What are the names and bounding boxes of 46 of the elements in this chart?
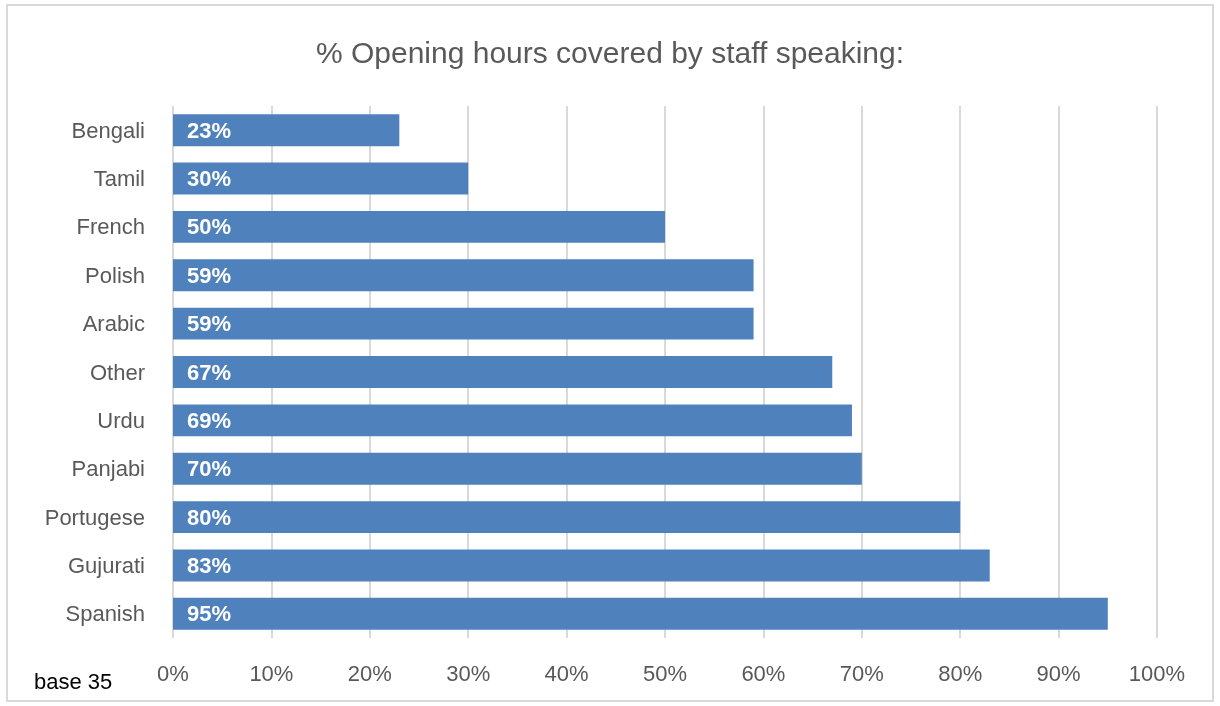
data-label: 59% (187, 311, 232, 337)
data-label: 80% (187, 504, 232, 530)
bar (173, 549, 990, 582)
y-tick-label: Bengali (71, 117, 145, 143)
bar (173, 452, 862, 485)
bar (173, 162, 469, 195)
bar (173, 356, 833, 388)
chart-title: % Opening hours covered by staff speaking: (315, 35, 905, 69)
bar (173, 210, 665, 243)
bar (173, 114, 400, 147)
data-label: 69% (187, 407, 232, 433)
bar (173, 307, 754, 340)
x-tick-label: 0% (157, 660, 189, 686)
y-tick-label: Other (89, 359, 145, 385)
text: base 35 (34, 668, 113, 694)
data-label: 95% (187, 601, 232, 627)
y-tick-label: Gujurati (67, 552, 145, 578)
bar (173, 404, 852, 437)
x-tick-label: 20% (347, 660, 392, 686)
y-tick-label: Panjabi (71, 456, 145, 482)
y-tick-label: Arabic (82, 311, 145, 337)
bar (173, 259, 754, 292)
x-tick-label: 10% (249, 660, 294, 686)
data-label: 59% (187, 262, 232, 288)
data-label: 50% (187, 214, 232, 240)
data-label: 70% (187, 456, 232, 482)
x-tick-label: 70% (839, 660, 884, 686)
data-label: 23% (187, 117, 232, 143)
x-tick-label: 80% (938, 660, 983, 686)
data-label: 30% (187, 166, 232, 192)
x-tick-label: 60% (741, 660, 786, 686)
y-tick-label: Portugese (44, 504, 145, 530)
bar (173, 501, 961, 534)
bar (173, 597, 1108, 630)
y-tick-label: Spanish (65, 601, 145, 627)
x-tick-label: 50% (642, 660, 688, 686)
data-label: 83% (187, 552, 232, 578)
x-tick-label: 30% (446, 660, 491, 686)
y-tick-label: Polish (85, 262, 145, 288)
y-tick-label: French (76, 214, 145, 240)
y-tick-label: Urdu (97, 407, 145, 433)
data-label: 67% (187, 359, 232, 385)
x-tick-label: 90% (1036, 660, 1081, 686)
y-tick-label: Tamil (93, 166, 145, 192)
x-tick-label: 100% (1128, 660, 1186, 686)
x-tick-label: 40% (544, 660, 589, 686)
